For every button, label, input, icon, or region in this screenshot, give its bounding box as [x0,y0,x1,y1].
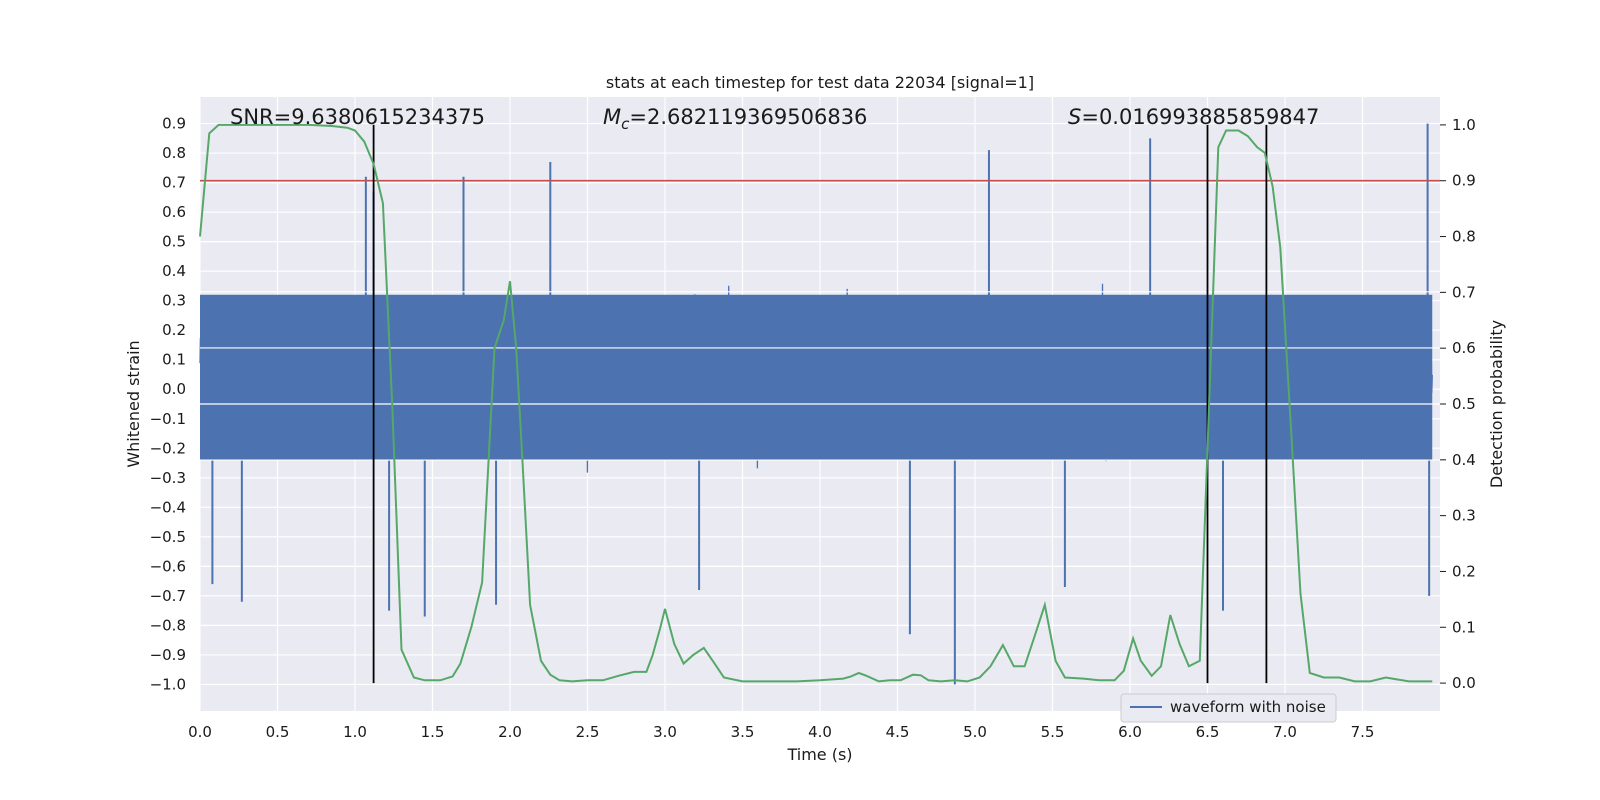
x-tick-label: 6.0 [1118,723,1142,741]
y2-tick-label: 0.9 [1452,172,1476,190]
y2-tick-label: 0.2 [1452,562,1476,580]
y-tick-label: −1.0 [150,675,186,693]
y-tick-label: 0.1 [162,351,186,369]
y-tick-label: 0.8 [162,144,186,162]
s-symbol: S [1068,105,1081,129]
x-tick-label: 7.5 [1351,723,1375,741]
y-tick-label: −0.7 [150,587,186,605]
x-tick-label: 4.5 [886,723,910,741]
x-tick-label: 3.5 [731,723,755,741]
snr-annotation: SNR=9.6380615234375 [230,105,485,129]
y-tick-label: 0.9 [162,115,186,133]
y2-tick-label: 0.4 [1452,451,1476,469]
x-tick-label: 2.5 [576,723,600,741]
s-annotation: S=0.016993885859847 [1068,105,1319,129]
y-tick-label: −0.5 [150,528,186,546]
x-tick-label: 6.5 [1196,723,1220,741]
y2-axis-label: Detection probability [1487,320,1506,488]
x-tick-label: 7.0 [1273,723,1297,741]
x-tick-label: 4.0 [808,723,832,741]
y-tick-label: 0.0 [162,380,186,398]
y2-tick-label: 0.3 [1452,507,1476,525]
y2-tick-label: 0.5 [1452,395,1476,413]
x-tick-label: 5.0 [963,723,987,741]
mc-annotation: Mc=2.682119369506836 [603,105,867,133]
y-tick-label: 0.7 [162,174,186,192]
y-tick-label: −0.2 [150,439,186,457]
x-axis-label: Time (s) [786,745,852,764]
x-tick-label: 3.0 [653,723,677,741]
x-tick-label: 0.0 [188,723,212,741]
y-tick-label: −0.8 [150,616,186,634]
detection-probability-line [199,123,1433,683]
y-tick-label: −0.6 [150,557,186,575]
y2-tick-label: 0.8 [1452,228,1476,246]
mc-value: =2.682119369506836 [629,105,867,129]
mc-symbol: M [603,105,621,129]
chart-title: stats at each timestep for test data 220… [606,73,1034,92]
y-tick-label: 0.5 [162,233,186,251]
y-tick-label: 0.4 [162,262,186,280]
x-tick-label: 2.0 [498,723,522,741]
y-tick-label: 0.3 [162,292,186,310]
x-axis: 0.0 0.5 1.0 1.5 2.0 2.5 3.0 3.5 4.0 4.5 5.0 5.5 6.0 6… [188,723,1374,741]
waveform-dense-core [200,294,1433,461]
x-tick-label: 1.5 [421,723,445,741]
s-value: =0.016993885859847 [1081,105,1319,129]
y2-tick-label: 0.6 [1452,339,1476,357]
y2-tick-label: 1.0 [1452,116,1476,134]
y-tick-label: 0.2 [162,321,186,339]
x-tick-label: 0.5 [266,723,290,741]
y2-tick-label: 0.0 [1452,674,1476,692]
y-axis: 0.9 0.8 0.7 0.6 0.5 0.4 0.3 0.2 0.1 0.0 −0.1 −0.2 −0… [150,115,186,694]
y-tick-label: −0.4 [150,498,186,516]
y2-tick-label: 0.1 [1452,618,1476,636]
legend: waveform with noise [1120,693,1337,723]
y-axis-label: Whitened strain [124,340,143,467]
x-tick-label: 5.5 [1041,723,1065,741]
x-tick-label: 1.0 [343,723,367,741]
legend-box [1120,693,1337,723]
y-tick-label: −0.9 [150,646,186,664]
detection-probability-series [199,123,1440,684]
waveform-series [199,123,1440,685]
y-tick-label: 0.6 [162,203,186,221]
y-tick-label: −0.1 [150,410,186,428]
y-tick-label: −0.3 [150,469,186,487]
mc-subscript: c [621,115,630,133]
y2-axis: 1.0 0.9 0.8 0.7 0.6 0.5 0.4 0.3 0.2 0.1 0.0 [1440,116,1476,692]
y2-tick-label: 0.7 [1452,283,1476,301]
legend-label: waveform with noise [1170,698,1326,716]
